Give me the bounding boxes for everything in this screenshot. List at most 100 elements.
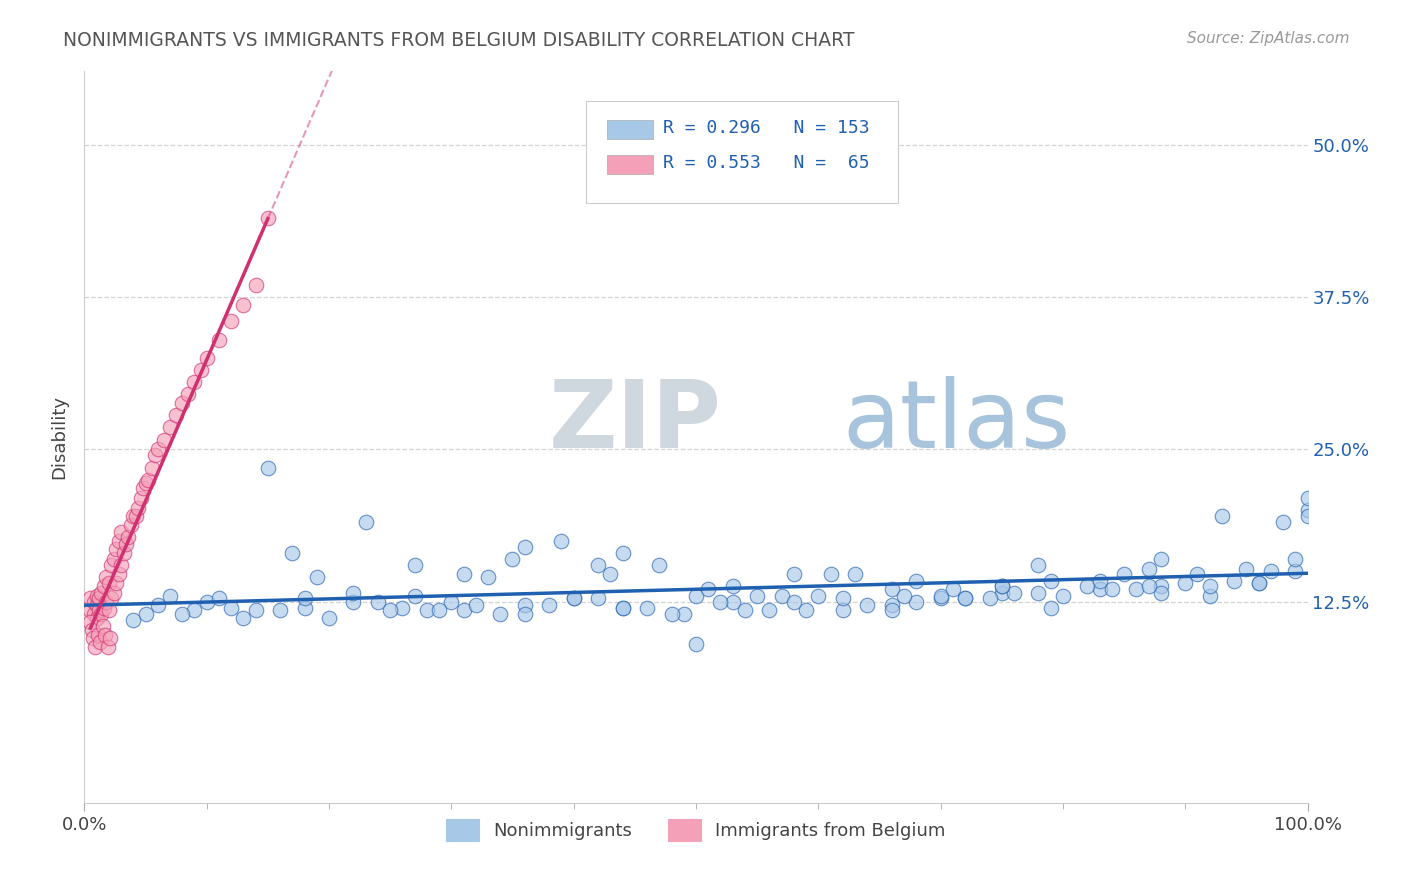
Point [195, 594, 218, 608]
Point [942, 582, 965, 597]
Point [953, 591, 976, 605]
Point [831, 603, 853, 617]
Point [232, 610, 254, 624]
Point [125, 509, 148, 524]
Point [672, 607, 695, 621]
Point [135, 476, 157, 491]
Point [538, 599, 561, 613]
Point [1198, 579, 1220, 593]
Point [79, 603, 101, 617]
Point [1125, 582, 1147, 597]
Point [612, 600, 634, 615]
Point [489, 607, 512, 621]
Point [110, 558, 132, 573]
Point [294, 591, 316, 605]
Point [1101, 582, 1123, 597]
Point [219, 314, 242, 328]
Point [141, 460, 163, 475]
Point [427, 603, 450, 617]
Point [416, 603, 439, 617]
Point [129, 491, 152, 505]
Point [979, 591, 1001, 605]
Bar [606, 120, 654, 139]
Point [100, 591, 122, 605]
Point [159, 589, 181, 603]
Point [89, 635, 111, 649]
Point [112, 546, 135, 560]
Point [1284, 552, 1306, 566]
Point [747, 589, 769, 603]
Point [1296, 509, 1319, 524]
Text: NONIMMIGRANTS VS IMMIGRANTS FROM BELGIUM DISABILITY CORRELATION CHART: NONIMMIGRANTS VS IMMIGRANTS FROM BELGIUM… [63, 31, 855, 50]
Point [97, 640, 120, 654]
Point [1114, 566, 1136, 581]
Point [1076, 579, 1098, 593]
Point [219, 600, 242, 615]
Point [905, 574, 928, 588]
Point [1039, 574, 1062, 588]
Point [1284, 564, 1306, 578]
Point [97, 603, 120, 617]
Point [991, 579, 1014, 593]
Point [697, 582, 720, 597]
Point [257, 211, 280, 225]
Point [79, 615, 101, 630]
Point [586, 558, 609, 573]
Point [1137, 579, 1160, 593]
Point [103, 552, 125, 566]
Text: ZIP: ZIP [550, 376, 723, 468]
Point [721, 579, 744, 593]
Text: Source: ZipAtlas.com: Source: ZipAtlas.com [1187, 31, 1350, 46]
Point [90, 586, 112, 600]
Point [1211, 509, 1233, 524]
Point [146, 599, 169, 613]
Point [1236, 562, 1258, 576]
Point [1198, 589, 1220, 603]
Point [1272, 516, 1295, 530]
Point [502, 552, 524, 566]
Point [1002, 586, 1025, 600]
Point [562, 591, 585, 605]
Point [117, 530, 139, 544]
Point [100, 558, 122, 573]
Point [794, 603, 817, 617]
Point [305, 570, 328, 584]
Point [807, 589, 830, 603]
Point [599, 566, 621, 581]
Point [165, 408, 187, 422]
Point [79, 591, 101, 605]
Text: atlas: atlas [842, 376, 1071, 468]
Point [135, 607, 157, 621]
Point [831, 591, 853, 605]
Point [550, 533, 572, 548]
Point [991, 586, 1014, 600]
Point [183, 376, 205, 390]
Point [245, 277, 267, 292]
Point [172, 396, 194, 410]
Point [342, 594, 364, 608]
Point [586, 591, 609, 605]
Point [1187, 566, 1209, 581]
Point [477, 570, 499, 584]
Point [1296, 503, 1319, 517]
Point [105, 542, 128, 557]
Point [929, 589, 952, 603]
Point [94, 627, 117, 641]
Point [1088, 574, 1111, 588]
Point [281, 546, 304, 560]
Point [440, 594, 463, 608]
Point [159, 420, 181, 434]
Point [880, 582, 903, 597]
Point [1150, 579, 1173, 593]
Point [86, 610, 108, 624]
Legend: Nonimmigrants, Immigrants from Belgium: Nonimmigrants, Immigrants from Belgium [439, 812, 953, 848]
Point [257, 460, 280, 475]
Point [195, 351, 218, 365]
Point [562, 591, 585, 605]
Point [136, 473, 159, 487]
Point [1028, 586, 1050, 600]
Point [115, 537, 138, 551]
Point [90, 607, 112, 621]
Point [783, 566, 806, 581]
Point [513, 607, 536, 621]
